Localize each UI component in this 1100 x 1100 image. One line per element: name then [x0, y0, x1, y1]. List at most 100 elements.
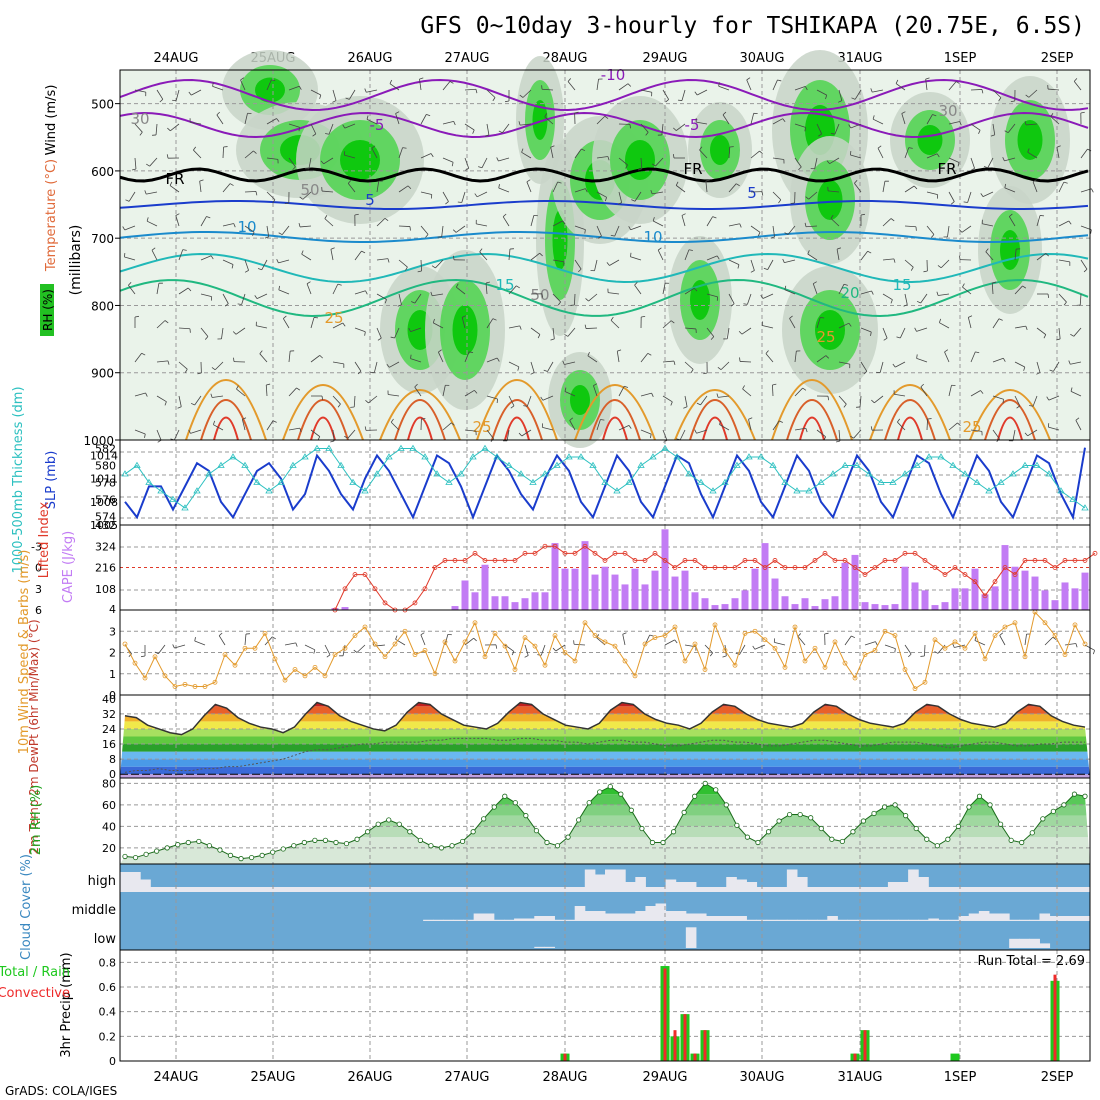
wind-barb-flag — [523, 405, 528, 407]
cloud-bar-middle — [766, 919, 778, 921]
temp-contour-30 — [589, 399, 641, 441]
wind-barb — [684, 327, 696, 330]
lifted-index-point — [982, 593, 988, 599]
thickness-point — [337, 461, 345, 468]
slp-tick-label: 1011 — [90, 473, 118, 486]
wind-barb — [767, 259, 774, 270]
wind-barb-flag — [883, 337, 888, 341]
rh-point — [1061, 802, 1067, 808]
wind-barb-flag — [408, 327, 411, 332]
y-tick-label: 32 — [102, 708, 116, 721]
wind-barb — [807, 253, 818, 261]
wind-barb — [618, 157, 628, 166]
wind-barb — [395, 113, 400, 125]
lifted-index-point — [802, 565, 808, 570]
wind-barb — [1064, 643, 1076, 646]
wind-barb — [794, 86, 806, 91]
cloud-bar-high — [190, 887, 202, 892]
cape-bar — [481, 564, 489, 610]
cloud-bar-middle — [1049, 916, 1061, 921]
wind-barb-flag — [581, 148, 586, 152]
lifted-index-point — [502, 558, 508, 563]
wind-barb — [662, 320, 672, 329]
wind-speed-point — [782, 664, 788, 670]
cape-bar — [1041, 590, 1049, 610]
wind-barb-flag — [430, 291, 433, 296]
precip-convective-bar — [683, 1014, 687, 1061]
bottom-date-label: 25AUG — [250, 1070, 295, 1085]
wind-barb — [1058, 293, 1067, 303]
wind-barb — [390, 421, 400, 431]
wind-barb — [1007, 123, 1016, 133]
wind-barb-flag — [1049, 369, 1054, 372]
dewpoint-line — [124, 737, 1085, 773]
wind-barb — [437, 351, 444, 363]
rh-point — [122, 853, 128, 860]
wind-barb — [762, 325, 774, 329]
wind-barb-flag — [1045, 253, 1049, 257]
wind-barb-flag — [772, 383, 777, 386]
wind-barb-flag — [585, 298, 589, 302]
wind-barb-flag — [1022, 285, 1027, 289]
wind-barb — [1032, 395, 1038, 407]
wind-barb-flag — [510, 405, 515, 409]
wind-barb-flag — [850, 435, 854, 439]
wind-barb — [420, 114, 427, 125]
cloud-bar-high — [857, 887, 869, 892]
wind-barb-flag — [843, 283, 848, 286]
cape-bar — [781, 596, 789, 610]
wind-barb-flag — [154, 651, 159, 655]
precip-convective-bar — [863, 1030, 867, 1061]
wind-barb-flag — [199, 179, 204, 182]
wind-speed-point — [532, 643, 538, 649]
wind-barb — [784, 259, 796, 264]
lifted-index-point — [642, 558, 648, 563]
wind-barb-flag — [824, 632, 829, 635]
wind-barb-flag — [804, 222, 807, 227]
wind-barb-flag — [364, 426, 367, 431]
contour-label: 25 — [962, 418, 981, 436]
precip-axis-label: 3hr Precip (mm) — [59, 952, 74, 1057]
wind-barb-flag — [974, 636, 977, 641]
wind-barb-flag — [298, 86, 302, 90]
wind-barb — [194, 640, 206, 646]
temp-contour-30 — [491, 399, 543, 441]
wind-barb — [774, 641, 786, 646]
thickness-point — [637, 461, 645, 468]
wind-barb — [356, 644, 366, 653]
cloud-bar-high — [625, 882, 636, 892]
thickness-point — [769, 461, 777, 468]
cape-bar — [561, 568, 569, 610]
wind-barb — [724, 644, 727, 656]
rh-point — [913, 825, 919, 832]
thickness-point — [589, 461, 597, 468]
wind-barb-flag — [364, 88, 367, 93]
wind-barb — [134, 157, 137, 169]
lifted-tick-label: 6 — [35, 604, 42, 617]
wind-barb-flag — [157, 439, 162, 443]
wind-barb — [1050, 116, 1060, 125]
wind-barb — [398, 225, 411, 227]
wind-barb-flag — [229, 183, 234, 186]
wind-barb — [442, 81, 451, 91]
cloud-bar-middle — [827, 916, 838, 921]
wind-barb — [925, 79, 928, 91]
contour-label: -5 — [370, 116, 385, 134]
cloud-bar-high — [534, 887, 545, 892]
wind-barb-flag — [937, 265, 942, 269]
thickness-tick-label: 580 — [95, 460, 116, 473]
wind-barb — [728, 223, 740, 227]
wind-barb-flag — [1009, 213, 1013, 217]
cloud-bar-middle — [999, 913, 1010, 921]
wind-barb — [860, 327, 872, 333]
wind-barb-flag — [759, 150, 763, 155]
wind-barb — [657, 249, 664, 261]
wind-barb — [992, 89, 1002, 98]
wind-barb — [1073, 81, 1082, 91]
wind-barb — [134, 123, 143, 133]
wind-barb-flag — [908, 147, 913, 149]
wind-barb — [542, 395, 554, 401]
cape-bar — [941, 602, 949, 610]
thickness-tick-label: 576 — [95, 494, 116, 507]
wind-barb — [366, 89, 378, 93]
